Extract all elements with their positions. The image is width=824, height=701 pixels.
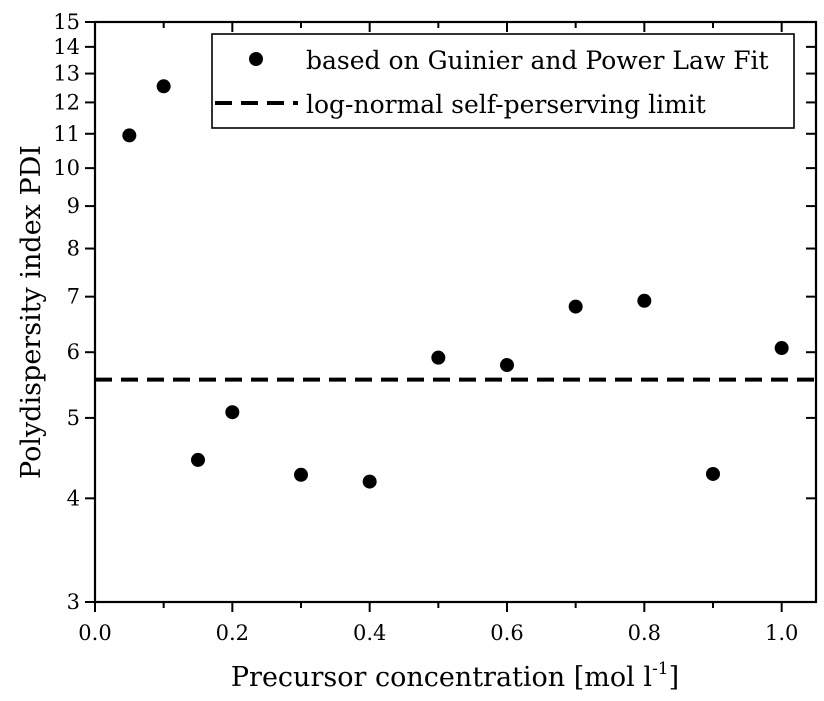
x-tick-label: 0.8	[628, 621, 661, 645]
x-axis-label-superscript: -1	[652, 659, 669, 679]
data-point	[500, 358, 514, 373]
x-axis-label-main: Precursor concentration [mol l	[231, 662, 652, 693]
legend: based on Guinier and Power Law Fit log-n…	[211, 33, 795, 129]
data-point	[294, 467, 308, 482]
y-tick-label: 5	[67, 406, 80, 430]
y-tick-label: 4	[67, 486, 80, 510]
data-series	[95, 79, 816, 489]
y-tick-label: 11	[53, 122, 80, 146]
y-tick-label: 8	[67, 237, 80, 261]
y-tick-label: 6	[67, 340, 80, 364]
data-point	[568, 299, 583, 314]
y-axis-label: Polydispersity index PDI	[16, 145, 47, 479]
x-tick-label: 0.0	[78, 621, 111, 645]
y-tick-label: 12	[53, 90, 80, 114]
data-point	[431, 350, 446, 365]
y-tick-label: 9	[67, 194, 80, 218]
y-tick-label: 3	[67, 590, 80, 614]
data-point	[225, 405, 240, 420]
data-point	[191, 452, 205, 467]
x-tick-label: 0.4	[353, 621, 386, 645]
data-point	[156, 79, 171, 94]
legend-marker-scatter	[249, 52, 263, 66]
y-tick-label: 10	[53, 156, 80, 180]
x-axis-label-close: ]	[669, 662, 680, 693]
y-tick-label: 15	[53, 10, 80, 34]
legend-box	[211, 33, 795, 129]
legend-label-scatter: based on Guinier and Power Law Fit	[306, 46, 769, 75]
legend-label-dashed: log-normal self-perserving limit	[306, 90, 706, 119]
data-point	[637, 293, 652, 308]
data-point	[122, 128, 137, 143]
plot-frame	[93, 20, 818, 604]
x-tick-label: 0.6	[490, 621, 523, 645]
data-point	[706, 466, 720, 481]
y-tick-label: 7	[67, 285, 80, 309]
data-point	[362, 474, 377, 489]
y-tick-label: 13	[53, 62, 80, 86]
y-tick-label: 14	[53, 35, 80, 59]
x-axis-label: Precursor concentration [mol l-1]	[231, 659, 679, 693]
data-point	[774, 341, 789, 356]
x-tick-label: 1.0	[765, 621, 798, 645]
x-tick-label: 0.2	[216, 621, 249, 645]
